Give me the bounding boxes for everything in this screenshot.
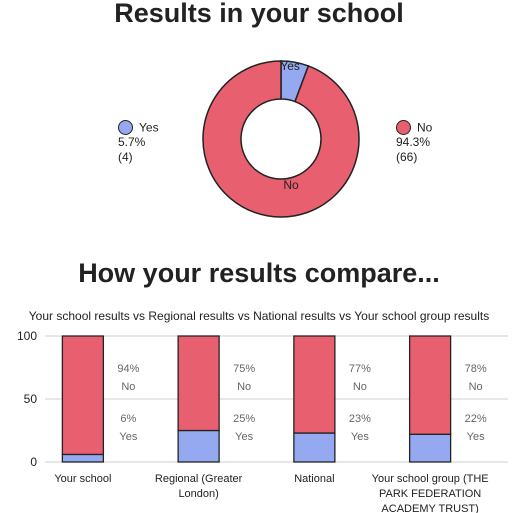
value-label-no: 75% <box>233 363 255 375</box>
compare-title: How your results compare... <box>78 258 440 288</box>
bar-no <box>293 335 336 434</box>
legend-yes: Yes 5.7% (4) <box>118 120 159 165</box>
legend-yes-percent: 5.7% <box>118 135 146 150</box>
value-label-yes: 23% <box>349 413 371 425</box>
bar-no <box>408 335 452 435</box>
bar-no <box>177 335 220 432</box>
bar-yes <box>177 429 220 463</box>
legend-yes-swatch <box>118 120 133 136</box>
donut-slice-no <box>202 60 360 218</box>
legend-yes-label: Yes <box>139 120 159 135</box>
legend-no-count: (66) <box>396 150 418 165</box>
value-label-yes: 6% <box>120 413 136 425</box>
donut-title: Results in your school <box>114 0 404 28</box>
value-label-no: 94% <box>117 363 139 375</box>
series-label-yes: Yes <box>119 431 137 443</box>
x-tick-label: London) <box>178 488 218 500</box>
value-label-yes: 22% <box>465 413 487 425</box>
series-label-no: No <box>121 381 135 393</box>
donut-label-yes: Yes <box>280 59 300 73</box>
value-label-no: 78% <box>465 363 487 375</box>
donut-chart: Yes No <box>202 59 360 218</box>
y-tick-label: 0 <box>30 455 37 469</box>
compare-subtitle: Your school results vs Regional results … <box>28 309 490 323</box>
series-label-yes: Yes <box>351 431 369 443</box>
series-label-no: No <box>353 381 367 393</box>
value-label-no: 77% <box>349 363 371 375</box>
value-label-yes: 25% <box>233 413 255 425</box>
series-label-yes: Yes <box>235 431 253 443</box>
series-label-no: No <box>469 381 483 393</box>
bar-yes <box>408 433 452 463</box>
x-tick-label: ACADEMY TRUST) <box>381 503 478 513</box>
donut-label-no: No <box>283 178 299 192</box>
bar-no <box>61 335 105 456</box>
y-tick-label: 100 <box>17 329 37 343</box>
x-tick-label: Your school group (THE <box>372 473 489 485</box>
x-tick-label: Regional (Greater <box>155 473 243 485</box>
series-label-no: No <box>237 381 251 393</box>
legend-no-percent: 94.3% <box>396 135 431 150</box>
x-tick-label: Your school <box>54 473 111 485</box>
bar-yes <box>61 453 105 463</box>
y-tick-label: 50 <box>24 392 38 406</box>
compare-bar-chart: 0 50 100 94% No 6% Yes Your school 75% No 25% Yes Re… <box>17 329 508 513</box>
x-tick-label: PARK FEDERATION <box>379 488 481 500</box>
bar-yes <box>293 432 336 463</box>
legend-no: No 94.3% (66) <box>396 120 432 165</box>
series-label-yes: Yes <box>467 431 485 443</box>
legend-yes-count: (4) <box>118 150 133 165</box>
legend-no-label: No <box>417 120 433 135</box>
x-tick-label: National <box>294 473 334 485</box>
legend-no-swatch <box>396 120 411 136</box>
